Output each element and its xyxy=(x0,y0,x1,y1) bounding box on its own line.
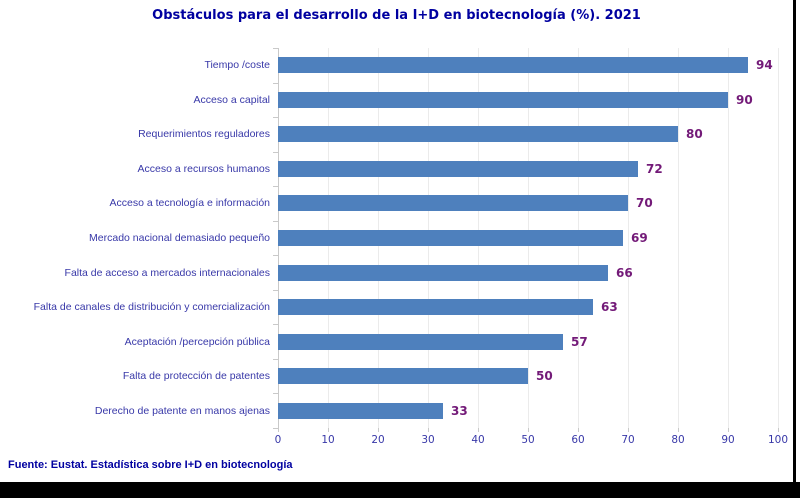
bar-row: Tiempo /coste 94 xyxy=(204,48,778,83)
bar xyxy=(278,333,563,350)
x-tick-mark xyxy=(728,428,729,432)
value-label: 33 xyxy=(451,403,468,418)
category-tick xyxy=(273,324,278,326)
window-bottom-bar xyxy=(0,482,800,498)
category-tick xyxy=(273,82,278,84)
x-tick-label: 10 xyxy=(321,434,335,446)
category-label: Acceso a recursos humanos xyxy=(137,162,270,175)
x-tick-mark xyxy=(778,428,779,432)
bar-row: Derecho de patente en manos ajenas 33 xyxy=(95,393,778,428)
category-tick xyxy=(273,186,278,188)
gridline-100 xyxy=(778,48,779,428)
x-tick-label: 0 xyxy=(274,434,282,446)
chart-title: Obstáculos para el desarrollo de la I+D … xyxy=(152,8,641,23)
category-label: Falta de acceso a mercados internacional… xyxy=(64,266,270,279)
category-label: Falta de protección de patentes xyxy=(122,370,270,383)
gridline-90 xyxy=(728,48,729,428)
bar-row: Falta de canales de distribución y comer… xyxy=(34,290,778,325)
value-label: 94 xyxy=(756,58,773,73)
bar-row: Falta de acceso a mercados internacional… xyxy=(65,255,778,290)
value-label: 50 xyxy=(536,369,553,384)
value-label: 70 xyxy=(636,196,653,211)
bar xyxy=(278,91,728,108)
x-tick-label: 60 xyxy=(571,434,585,446)
x-tick-mark xyxy=(378,428,379,432)
x-tick-mark xyxy=(528,428,529,432)
x-tick-label: 100 xyxy=(767,434,789,446)
bar-row: Aceptación /percepción pública 57 xyxy=(125,324,778,359)
category-label: Requerimientos reguladores xyxy=(138,128,270,141)
x-tick-label: 70 xyxy=(621,434,635,446)
bar xyxy=(278,195,628,212)
bar-row: Mercado nacional demasiado pequeño 69 xyxy=(89,221,778,256)
bar xyxy=(278,57,748,74)
value-label: 63 xyxy=(601,300,618,315)
category-tick xyxy=(273,151,278,153)
category-label: Falta de canales de distribución y comer… xyxy=(33,301,270,314)
category-tick xyxy=(273,289,278,291)
category-label: Tiempo /coste xyxy=(204,59,270,72)
x-tick-mark xyxy=(478,428,479,432)
x-tick-label: 30 xyxy=(421,434,435,446)
value-label: 80 xyxy=(686,127,703,142)
plot-area: Tiempo /coste 94 Acceso a capital 90 Requeri… xyxy=(34,48,788,446)
bar xyxy=(278,402,443,419)
x-tick-label: 90 xyxy=(721,434,735,446)
category-label: Aceptación /percepción pública xyxy=(124,335,270,348)
bar-row: Requerimientos reguladores 80 xyxy=(138,117,778,152)
gridline-70 xyxy=(628,48,629,428)
value-label: 66 xyxy=(616,265,633,280)
bar xyxy=(278,299,593,316)
category-tick xyxy=(273,48,278,49)
category-label: Derecho de patente en manos ajenas xyxy=(94,404,270,417)
x-tick-mark xyxy=(428,428,429,432)
x-tick-mark xyxy=(678,428,679,432)
x-tick-label: 80 xyxy=(671,434,685,446)
category-label: Acceso a capital xyxy=(193,93,270,106)
x-tick-mark xyxy=(278,428,279,432)
x-tick-label: 50 xyxy=(521,434,535,446)
value-label: 57 xyxy=(571,334,588,349)
x-tick-label: 20 xyxy=(371,434,385,446)
bar xyxy=(278,229,623,246)
window-right-border xyxy=(793,0,796,482)
bar xyxy=(278,160,638,177)
bar xyxy=(278,126,678,143)
category-tick xyxy=(273,117,278,119)
category-tick xyxy=(273,428,278,429)
bar-row: Acceso a tecnología e información 70 xyxy=(109,186,778,221)
x-tick-mark xyxy=(628,428,629,432)
bar-row: Falta de protección de patentes 50 xyxy=(123,359,778,394)
bar-row: Acceso a recursos humanos 72 xyxy=(138,152,778,187)
category-label: Acceso a tecnología e información xyxy=(109,197,270,210)
category-tick xyxy=(273,358,278,360)
category-tick xyxy=(273,393,278,395)
bar xyxy=(278,368,528,385)
x-tick-mark xyxy=(578,428,579,432)
value-label: 90 xyxy=(736,92,753,107)
source-note: Fuente: Eustat. Estadística sobre I+D en… xyxy=(8,459,293,471)
x-tick-label: 40 xyxy=(471,434,485,446)
value-label: 69 xyxy=(631,230,648,245)
category-label: Mercado nacional demasiado pequeño xyxy=(89,231,270,244)
category-tick xyxy=(273,220,278,222)
x-tick-mark xyxy=(328,428,329,432)
category-tick xyxy=(273,255,278,257)
gridline-80 xyxy=(678,48,679,428)
value-label: 72 xyxy=(646,161,663,176)
bar xyxy=(278,264,608,281)
bar-row: Acceso a capital 90 xyxy=(194,83,778,118)
